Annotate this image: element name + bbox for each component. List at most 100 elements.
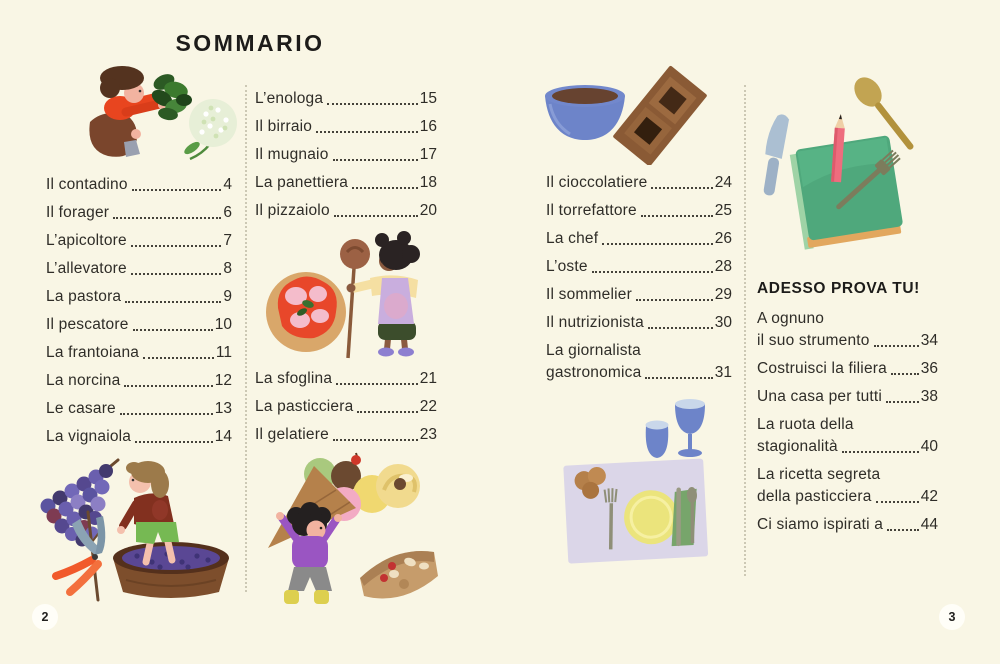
table-knife-icon (763, 114, 790, 196)
toc-entry: Il contadino 4 (46, 174, 232, 196)
toc-entry-pagenum: 13 (214, 400, 232, 417)
toc-dot-leader (886, 401, 919, 403)
toc-entry-pagenum: 8 (223, 260, 232, 277)
toc-entry-label: L’apicoltore (46, 232, 127, 249)
toc-dot-leader (143, 357, 214, 359)
toc-entry-label: Il forager (46, 204, 110, 221)
toc-entry-label: La frantoiana (46, 344, 140, 361)
toc-entry-label: Il nutrizionista (546, 314, 644, 331)
toc-dot-leader (124, 385, 213, 387)
toc-column-4-list: A ognuno il suo strumento 34 Costruisci la … (757, 308, 938, 536)
toc-entry-label: La pasticciera (255, 398, 354, 415)
toc-dot-leader (887, 529, 919, 531)
toc-entry: La ruota della stagionalità 40 (757, 414, 938, 458)
toc-entry: Ci siamo ispirati a 44 (757, 514, 938, 536)
wine-glass-icon (675, 399, 705, 457)
toc-entry-pagenum: 14 (214, 428, 232, 445)
water-glass-icon (645, 420, 669, 458)
toc-entry: La giornalista gastronomica 31 (546, 340, 732, 384)
toc-dot-leader (130, 245, 222, 247)
toc-entry: Il pizzaiolo 20 (255, 200, 437, 222)
toc-column-3: Il cioccolatiere 24 Il torrefattore 25 La ch… (546, 172, 732, 390)
toc-entry: Il pescatore 10 (46, 314, 232, 336)
toc-entry-pagenum: 21 (419, 370, 437, 387)
toc-entry-label: Una casa per tutti (757, 388, 883, 405)
toc-entry-pagenum: 4 (223, 176, 232, 193)
toc-entry-pagenum: 29 (714, 286, 732, 303)
pizza-peel-icon (340, 239, 370, 359)
toc-entry: Il birraio 16 (255, 116, 437, 138)
chocolate-bar-icon (613, 65, 707, 165)
toc-entry: Il mugnaio 17 (255, 144, 437, 166)
gelato-child-icon (276, 502, 342, 604)
toc-entry-pagenum: 11 (215, 344, 232, 361)
toc-entry-label: La vignaiola (46, 428, 132, 445)
toc-entry-label: Il pescatore (46, 316, 129, 333)
toc-entry-label: La ruota della (757, 416, 854, 433)
toc-entry: L’enologa 15 (255, 88, 437, 110)
toc-entry: Costruisci la filiera 36 (757, 358, 938, 380)
toc-dot-leader (602, 243, 713, 245)
toc-dot-leader (131, 189, 222, 191)
toc-entry: La frantoiana 11 (46, 342, 232, 364)
toc-dot-leader (130, 273, 222, 275)
toc-entry-pagenum: 6 (223, 204, 232, 221)
green-notebook-icon (789, 135, 903, 250)
fork-icon (836, 149, 901, 210)
toc-entry-pagenum: 9 (223, 288, 232, 305)
toc-entry-pagenum: 22 (419, 398, 437, 415)
page-number-left: 2 (32, 604, 58, 630)
toc-entry: Il cioccolatiere 24 (546, 172, 732, 194)
grape-bunch-icon (40, 458, 120, 547)
toc-entry-label: Il pizzaiolo (255, 202, 330, 219)
toc-entry: Il sommelier 29 (546, 284, 732, 306)
winemaking-illustration (40, 458, 229, 602)
toc-entry-label: L’allevatore (46, 260, 127, 277)
toc-entry-label: il suo strumento (757, 332, 870, 349)
wooden-spoon-icon (854, 77, 914, 150)
column-divider-dotted (245, 85, 247, 592)
toc-entry-pagenum: 25 (714, 202, 732, 219)
toc-entry-pagenum: 28 (714, 258, 732, 275)
toc-entry-pagenum: 34 (920, 332, 938, 349)
toc-entry: L’oste 28 (546, 256, 732, 278)
page-number-right: 3 (939, 604, 965, 630)
toc-entry: La chef 26 (546, 228, 732, 250)
margherita-pizza-icon (266, 272, 346, 352)
toc-entry: A ognuno il suo strumento 34 (757, 308, 938, 352)
toc-entry-pagenum: 12 (214, 372, 232, 389)
pruning-shears-icon (52, 510, 106, 602)
toc-entry-label: Le casare (46, 400, 116, 417)
toc-entry-label: Il cioccolatiere (546, 174, 648, 191)
toc-entry-label: Il contadino (46, 176, 128, 193)
toc-entry-label: Ci siamo ispirati a (757, 516, 884, 533)
toc-entry-label: A ognuno (757, 310, 825, 327)
forager-person-icon (89, 66, 168, 157)
spoon-icon (686, 487, 697, 544)
toc-entry: La ricetta segreta della pasticciera 42 (757, 464, 938, 508)
grape-stomper-person-icon (117, 461, 179, 566)
toc-dot-leader (873, 345, 919, 347)
toc-dot-leader (332, 159, 418, 161)
toc-entry-pagenum: 40 (920, 438, 938, 455)
toc-entry: La pasticciera 22 (255, 396, 437, 418)
toc-entry-label: Il mugnaio (255, 146, 329, 163)
toc-entry: La vignaiola 14 (46, 426, 232, 448)
toc-dot-leader (357, 411, 418, 413)
toc-entry-label: Costruisci la filiera (757, 360, 887, 377)
toc-dot-leader (640, 215, 713, 217)
toc-entry: Una casa per tutti 38 (757, 386, 938, 408)
toc-entry-pagenum: 16 (419, 118, 437, 135)
toc-dot-leader (132, 329, 213, 331)
white-flower-icon (184, 99, 237, 161)
chocolate-bowl-icon (545, 85, 625, 140)
activity-book-illustration (763, 77, 914, 250)
toc-entry: La pastora 9 (46, 286, 232, 308)
toc-entry-label: della pasticciera (757, 488, 872, 505)
toc-column-4: ADESSO PROVA TU! A ognuno il suo strument… (757, 278, 938, 542)
toc-entry-label: La norcina (46, 372, 121, 389)
toc-entry-pagenum: 20 (419, 202, 437, 219)
toc-entry-label: La ricetta segreta (757, 466, 881, 483)
toc-dot-leader (333, 215, 418, 217)
